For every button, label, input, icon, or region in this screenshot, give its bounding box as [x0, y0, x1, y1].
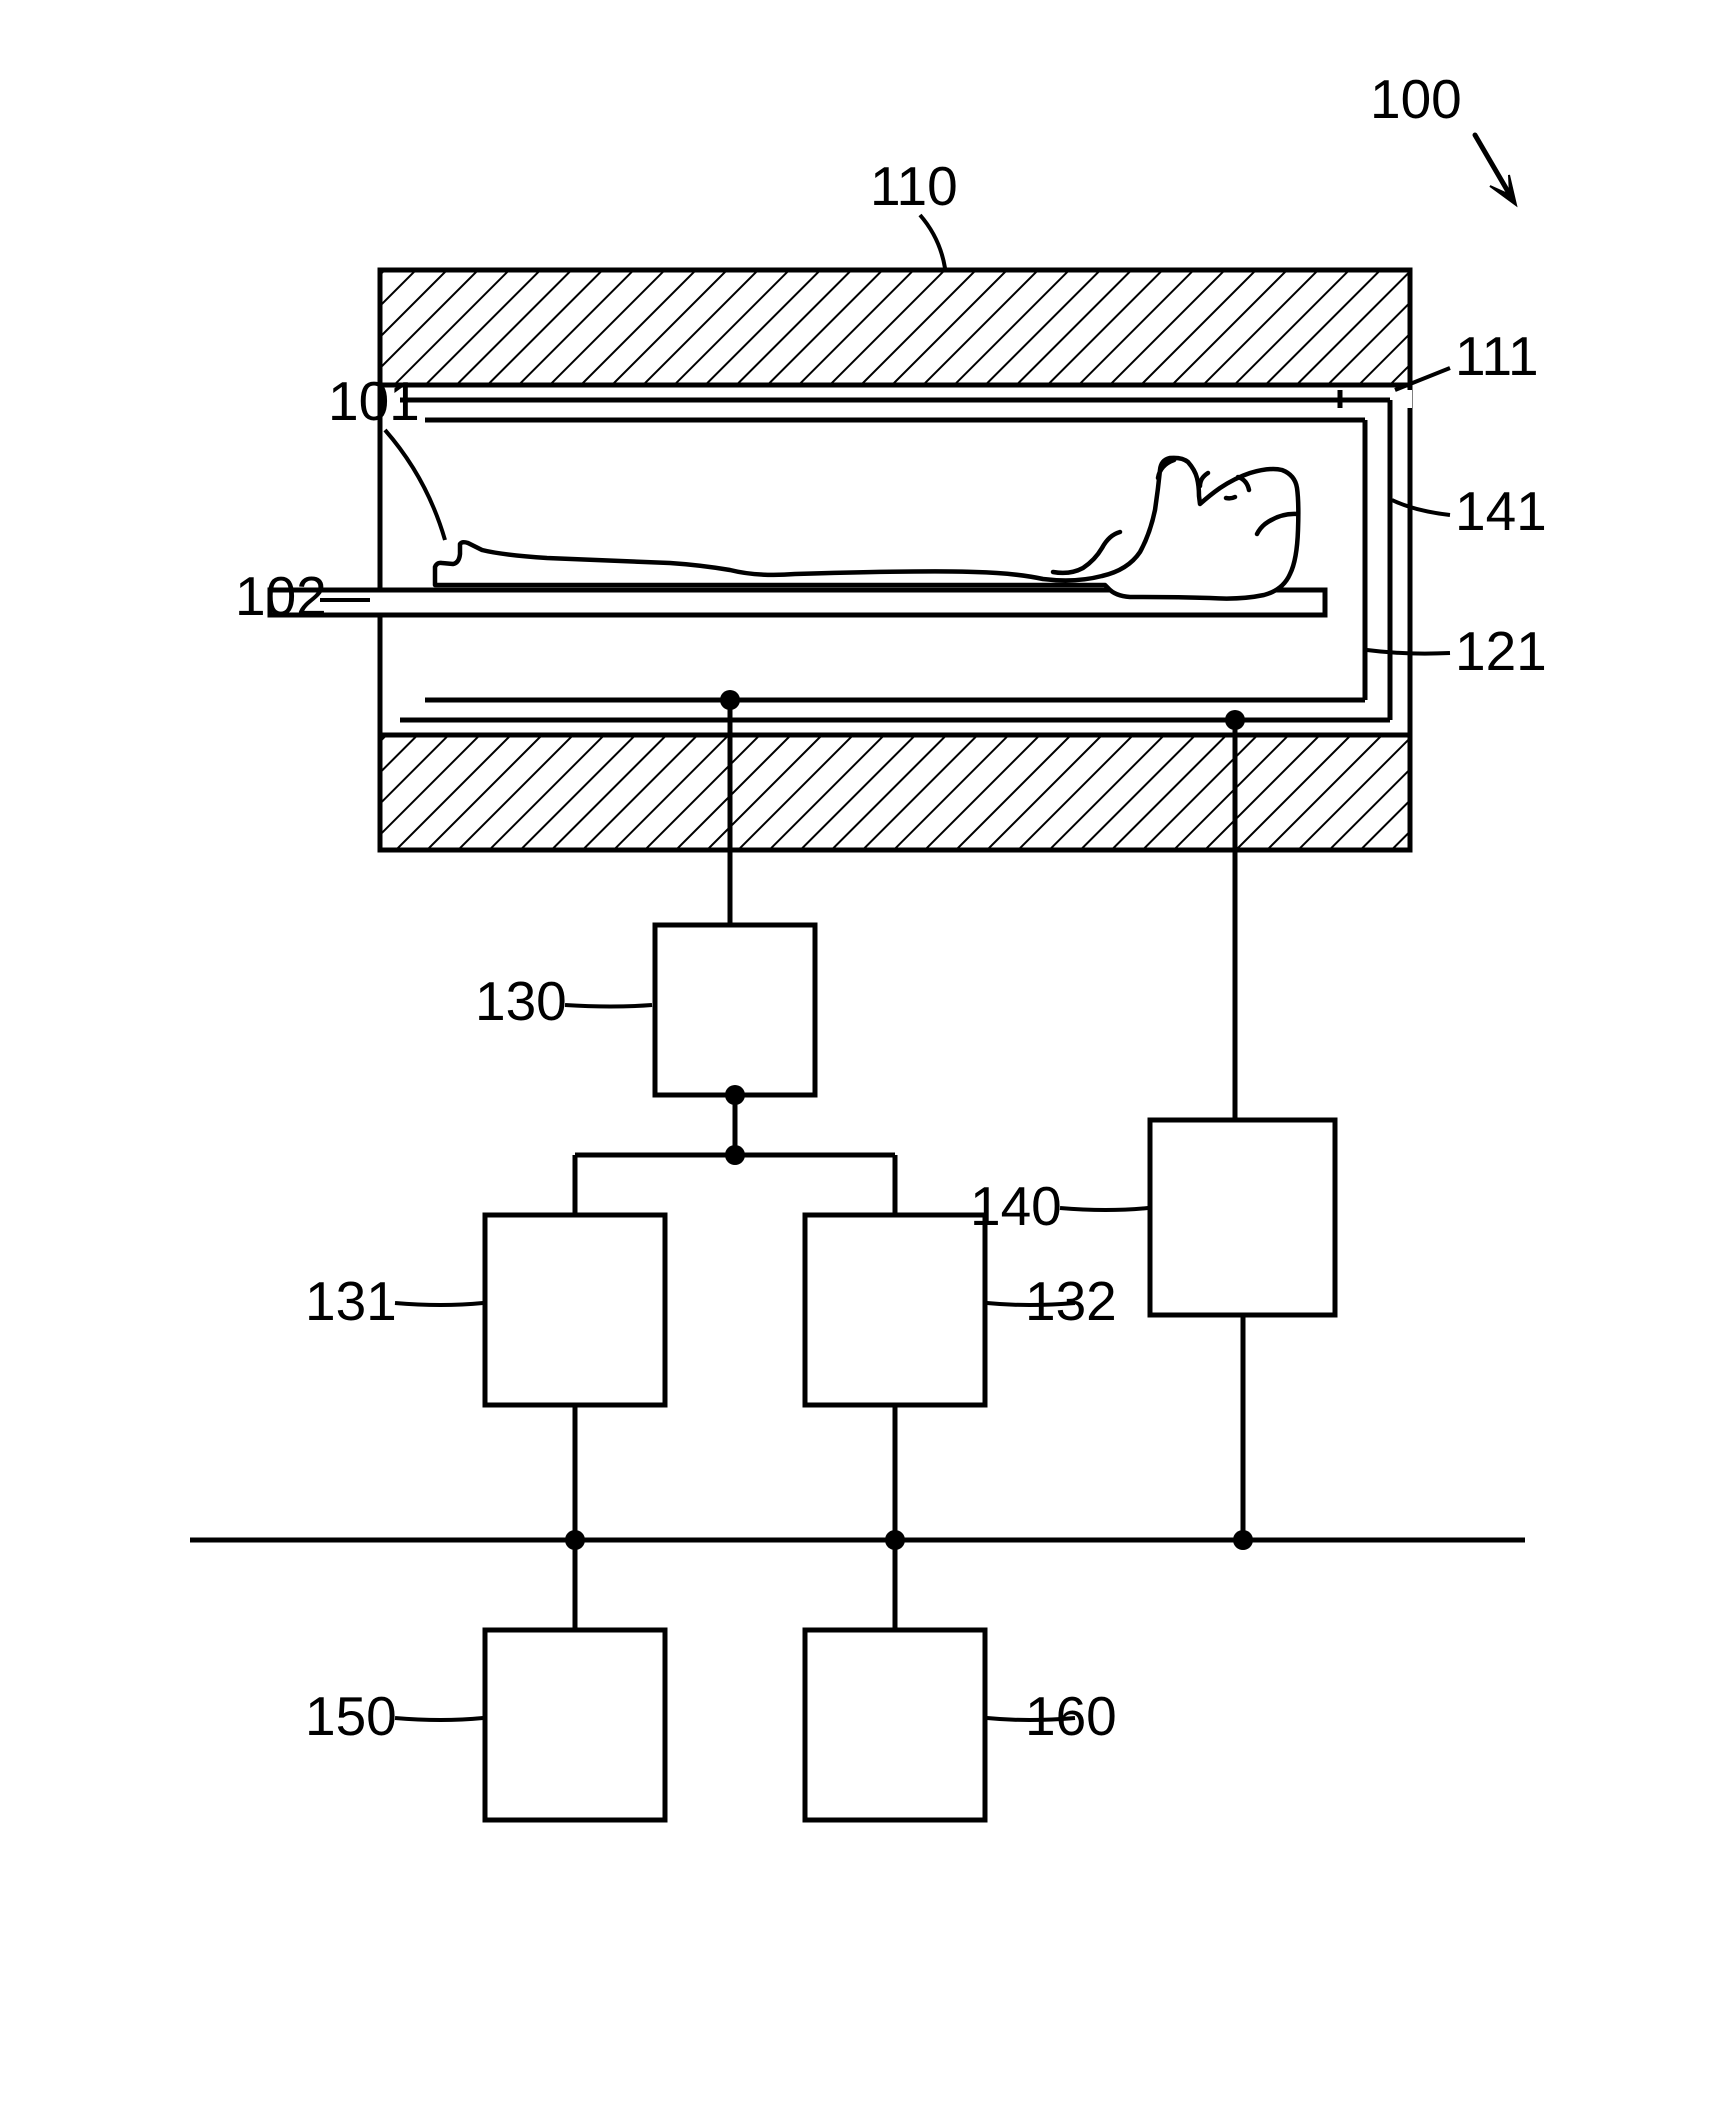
- junction-2: [725, 1085, 745, 1105]
- junction-1: [1225, 710, 1245, 730]
- arrow-100-tail: [1475, 135, 1510, 195]
- label-132: 132: [1025, 1270, 1117, 1332]
- leader-150: [395, 1718, 483, 1720]
- magnet-hatch-top: [380, 270, 1410, 385]
- leader-131: [395, 1303, 483, 1305]
- label-140: 140: [970, 1175, 1062, 1237]
- patient-outline: [435, 458, 1298, 599]
- label-141: 141: [1455, 480, 1547, 542]
- label-102: 102: [235, 565, 327, 627]
- mri-system-diagram: 100 110 101 111 141 121 102 130 131 132 140 150 160: [0, 0, 1725, 2111]
- label-121: 121: [1455, 620, 1547, 682]
- box-130: [655, 925, 815, 1095]
- label-150: 150: [305, 1685, 397, 1747]
- box-132: [805, 1215, 985, 1405]
- junction-3: [725, 1145, 745, 1165]
- leader-130: [565, 1005, 652, 1007]
- junction-0: [720, 690, 740, 710]
- label-160: 160: [1025, 1685, 1117, 1747]
- leader-110: [920, 215, 945, 268]
- leader-101: [385, 430, 445, 540]
- label-111: 111: [1455, 325, 1539, 387]
- label-130: 130: [475, 970, 567, 1032]
- box-131: [485, 1215, 665, 1405]
- junction-6: [1233, 1530, 1253, 1550]
- junction-4: [565, 1530, 585, 1550]
- leader-140: [1060, 1208, 1148, 1210]
- box-150: [485, 1630, 665, 1820]
- box-160: [805, 1630, 985, 1820]
- label-100: 100: [1370, 68, 1462, 130]
- label-101: 101: [328, 370, 420, 432]
- label-131: 131: [305, 1270, 397, 1332]
- leader-141: [1392, 500, 1450, 515]
- box-140: [1150, 1120, 1335, 1315]
- junction-5: [885, 1530, 905, 1550]
- magnet-hatch-bottom: [380, 735, 1410, 850]
- label-110: 110: [870, 155, 958, 217]
